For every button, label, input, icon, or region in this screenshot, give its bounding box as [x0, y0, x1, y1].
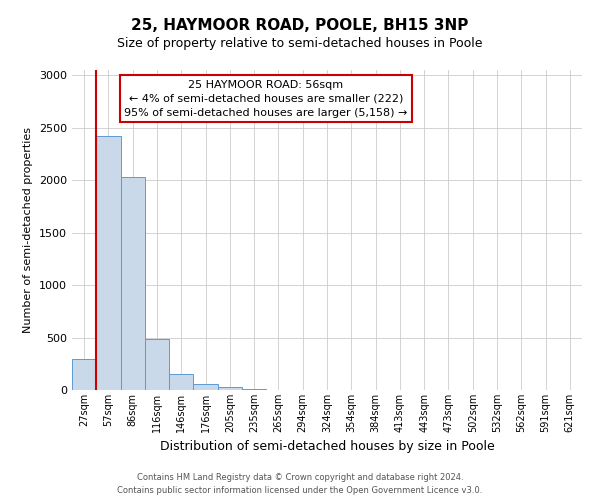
Bar — [145, 338, 169, 390]
Text: 25, HAYMOOR ROAD, POOLE, BH15 3NP: 25, HAYMOOR ROAD, POOLE, BH15 3NP — [131, 18, 469, 32]
Bar — [96, 136, 121, 390]
Y-axis label: Number of semi-detached properties: Number of semi-detached properties — [23, 127, 34, 333]
Text: Size of property relative to semi-detached houses in Poole: Size of property relative to semi-detach… — [117, 38, 483, 51]
Bar — [218, 387, 242, 390]
Bar — [121, 177, 145, 390]
Bar — [169, 374, 193, 390]
Bar — [72, 358, 96, 390]
Text: Contains HM Land Registry data © Crown copyright and database right 2024.
Contai: Contains HM Land Registry data © Crown c… — [118, 474, 482, 495]
X-axis label: Distribution of semi-detached houses by size in Poole: Distribution of semi-detached houses by … — [160, 440, 494, 454]
Text: 25 HAYMOOR ROAD: 56sqm
← 4% of semi-detached houses are smaller (222)
95% of sem: 25 HAYMOOR ROAD: 56sqm ← 4% of semi-deta… — [124, 80, 407, 118]
Bar — [193, 384, 218, 390]
